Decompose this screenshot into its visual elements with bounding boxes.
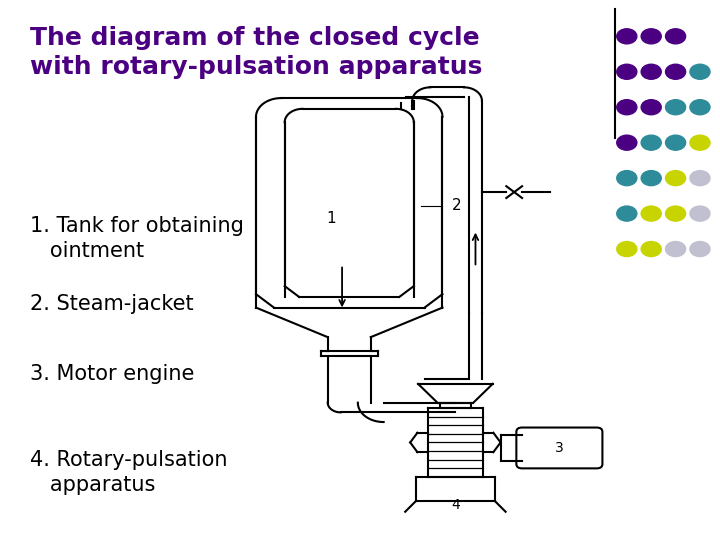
Circle shape: [690, 64, 710, 79]
Text: 1. Tank for obtaining
   ointment: 1. Tank for obtaining ointment: [30, 217, 244, 261]
Text: 2. Steam-jacket: 2. Steam-jacket: [30, 294, 194, 314]
Circle shape: [665, 241, 685, 256]
Circle shape: [665, 206, 685, 221]
Circle shape: [641, 135, 661, 150]
Circle shape: [690, 135, 710, 150]
Circle shape: [665, 64, 685, 79]
Circle shape: [641, 206, 661, 221]
Circle shape: [617, 100, 637, 114]
Text: 3. Motor engine: 3. Motor engine: [30, 364, 194, 384]
Circle shape: [641, 29, 661, 44]
Circle shape: [641, 64, 661, 79]
Text: 4. Rotary-pulsation
   apparatus: 4. Rotary-pulsation apparatus: [30, 450, 228, 495]
Circle shape: [617, 206, 637, 221]
Text: 1: 1: [326, 212, 336, 226]
Circle shape: [641, 241, 661, 256]
Circle shape: [641, 100, 661, 114]
Circle shape: [641, 171, 661, 186]
Text: 2: 2: [452, 198, 462, 213]
Circle shape: [690, 206, 710, 221]
Circle shape: [665, 135, 685, 150]
Circle shape: [665, 100, 685, 114]
Text: The diagram of the closed cycle
with rotary-pulsation apparatus: The diagram of the closed cycle with rot…: [30, 25, 482, 79]
Text: 4: 4: [451, 498, 460, 512]
Circle shape: [617, 171, 637, 186]
Circle shape: [617, 64, 637, 79]
Circle shape: [690, 171, 710, 186]
Circle shape: [617, 135, 637, 150]
Circle shape: [617, 241, 637, 256]
Circle shape: [690, 100, 710, 114]
Circle shape: [690, 241, 710, 256]
Circle shape: [665, 171, 685, 186]
Circle shape: [665, 29, 685, 44]
FancyBboxPatch shape: [516, 428, 603, 468]
Text: 3: 3: [555, 441, 564, 455]
Circle shape: [617, 29, 637, 44]
